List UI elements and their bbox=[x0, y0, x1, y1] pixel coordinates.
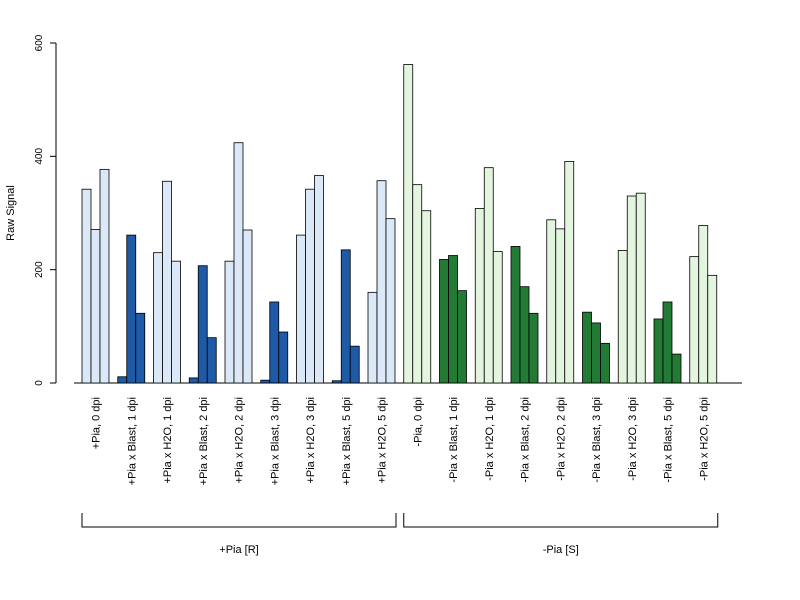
bar bbox=[617, 249, 628, 384]
bar bbox=[117, 376, 128, 384]
bar bbox=[662, 301, 673, 384]
bar bbox=[81, 188, 92, 384]
x-tick-label: -Pia x H2O, 1 dpi bbox=[484, 397, 496, 481]
bar bbox=[439, 259, 449, 384]
bar bbox=[448, 255, 458, 384]
group-bracket bbox=[81, 513, 397, 528]
bar bbox=[564, 161, 575, 384]
bar bbox=[492, 251, 503, 384]
bar bbox=[376, 180, 387, 384]
bar bbox=[135, 312, 146, 384]
x-tick-label: +Pia x H2O, 2 dpi bbox=[234, 397, 246, 484]
bar bbox=[689, 256, 700, 384]
bar bbox=[242, 229, 253, 384]
bar bbox=[457, 290, 467, 384]
bar bbox=[707, 274, 718, 384]
group-label: +Pia [R] bbox=[219, 544, 258, 556]
bar bbox=[591, 322, 601, 384]
x-tick-label: +Pia x Blast, 5 dpi bbox=[341, 397, 353, 485]
x-tick-label: +Pia x Blast, 1 dpi bbox=[126, 397, 138, 485]
bar bbox=[653, 318, 664, 384]
y-tick-label: 400 bbox=[34, 148, 45, 165]
y-axis: 0 200 400 600 bbox=[34, 34, 57, 386]
bar bbox=[403, 64, 414, 384]
bar bbox=[224, 260, 235, 384]
y-tick-label: 200 bbox=[34, 261, 45, 278]
x-tick-label: +Pia, 0 dpi bbox=[91, 397, 103, 449]
bar bbox=[206, 337, 217, 384]
y-axis-label: Raw Signal bbox=[5, 185, 17, 241]
y-tick-label: 600 bbox=[34, 34, 45, 51]
bar bbox=[126, 234, 137, 384]
x-tick-label: -Pia x H2O, 2 dpi bbox=[555, 397, 567, 481]
bar bbox=[483, 167, 494, 384]
bar bbox=[635, 192, 646, 384]
bar bbox=[197, 265, 208, 384]
bar bbox=[260, 379, 271, 384]
bar bbox=[340, 249, 351, 384]
bars: +Pia, 0 dpi +Pia x Blast, 1 dpi +Pia x H2O… bbox=[81, 64, 718, 485]
group-label: -Pia [S] bbox=[543, 544, 579, 556]
bar bbox=[367, 291, 378, 384]
bar bbox=[349, 345, 360, 384]
bar bbox=[698, 225, 709, 384]
bar bbox=[99, 168, 110, 384]
bar bbox=[331, 380, 342, 384]
x-tick-label: -Pia x Blast, 1 dpi bbox=[448, 397, 460, 483]
bar bbox=[153, 252, 163, 384]
bar bbox=[305, 188, 315, 384]
bar bbox=[412, 184, 423, 384]
x-tick-label: +Pia x Blast, 2 dpi bbox=[198, 397, 210, 485]
bar bbox=[474, 208, 485, 384]
bar bbox=[421, 210, 432, 384]
bar bbox=[671, 353, 682, 384]
y-tick-label: 0 bbox=[34, 380, 45, 386]
bar bbox=[510, 246, 521, 384]
bar bbox=[519, 286, 530, 384]
bar bbox=[385, 218, 396, 384]
bar bbox=[582, 311, 592, 384]
x-tick-label: +Pia x H2O, 3 dpi bbox=[305, 397, 317, 484]
bar bbox=[162, 180, 172, 384]
x-tick-label: -Pia x H2O, 3 dpi bbox=[627, 397, 639, 481]
group-bracket bbox=[403, 513, 719, 528]
x-tick-label: -Pia, 0 dpi bbox=[412, 397, 424, 447]
group-brackets: +Pia [R] -Pia [S] bbox=[81, 513, 719, 556]
bar bbox=[296, 234, 306, 384]
bar bbox=[188, 377, 199, 384]
bar bbox=[314, 175, 324, 384]
x-tick-label: -Pia x Blast, 3 dpi bbox=[591, 397, 603, 483]
bar bbox=[171, 260, 181, 384]
x-tick-label: +Pia x H2O, 1 dpi bbox=[162, 397, 174, 484]
bar bbox=[233, 142, 244, 384]
bar bbox=[90, 229, 101, 384]
bar bbox=[528, 312, 539, 384]
x-tick-label: +Pia x H2O, 5 dpi bbox=[377, 397, 389, 484]
bar bbox=[626, 195, 637, 384]
x-tick-label: -Pia x H2O, 5 dpi bbox=[698, 397, 710, 481]
bar bbox=[600, 342, 610, 384]
bar bbox=[546, 219, 557, 384]
bar bbox=[555, 228, 566, 384]
x-tick-label: -Pia x Blast, 5 dpi bbox=[663, 397, 675, 483]
bar bbox=[278, 331, 289, 384]
bar bbox=[269, 301, 280, 384]
x-tick-label: +Pia x Blast, 3 dpi bbox=[269, 397, 281, 485]
x-tick-label: -Pia x Blast, 2 dpi bbox=[520, 397, 532, 483]
